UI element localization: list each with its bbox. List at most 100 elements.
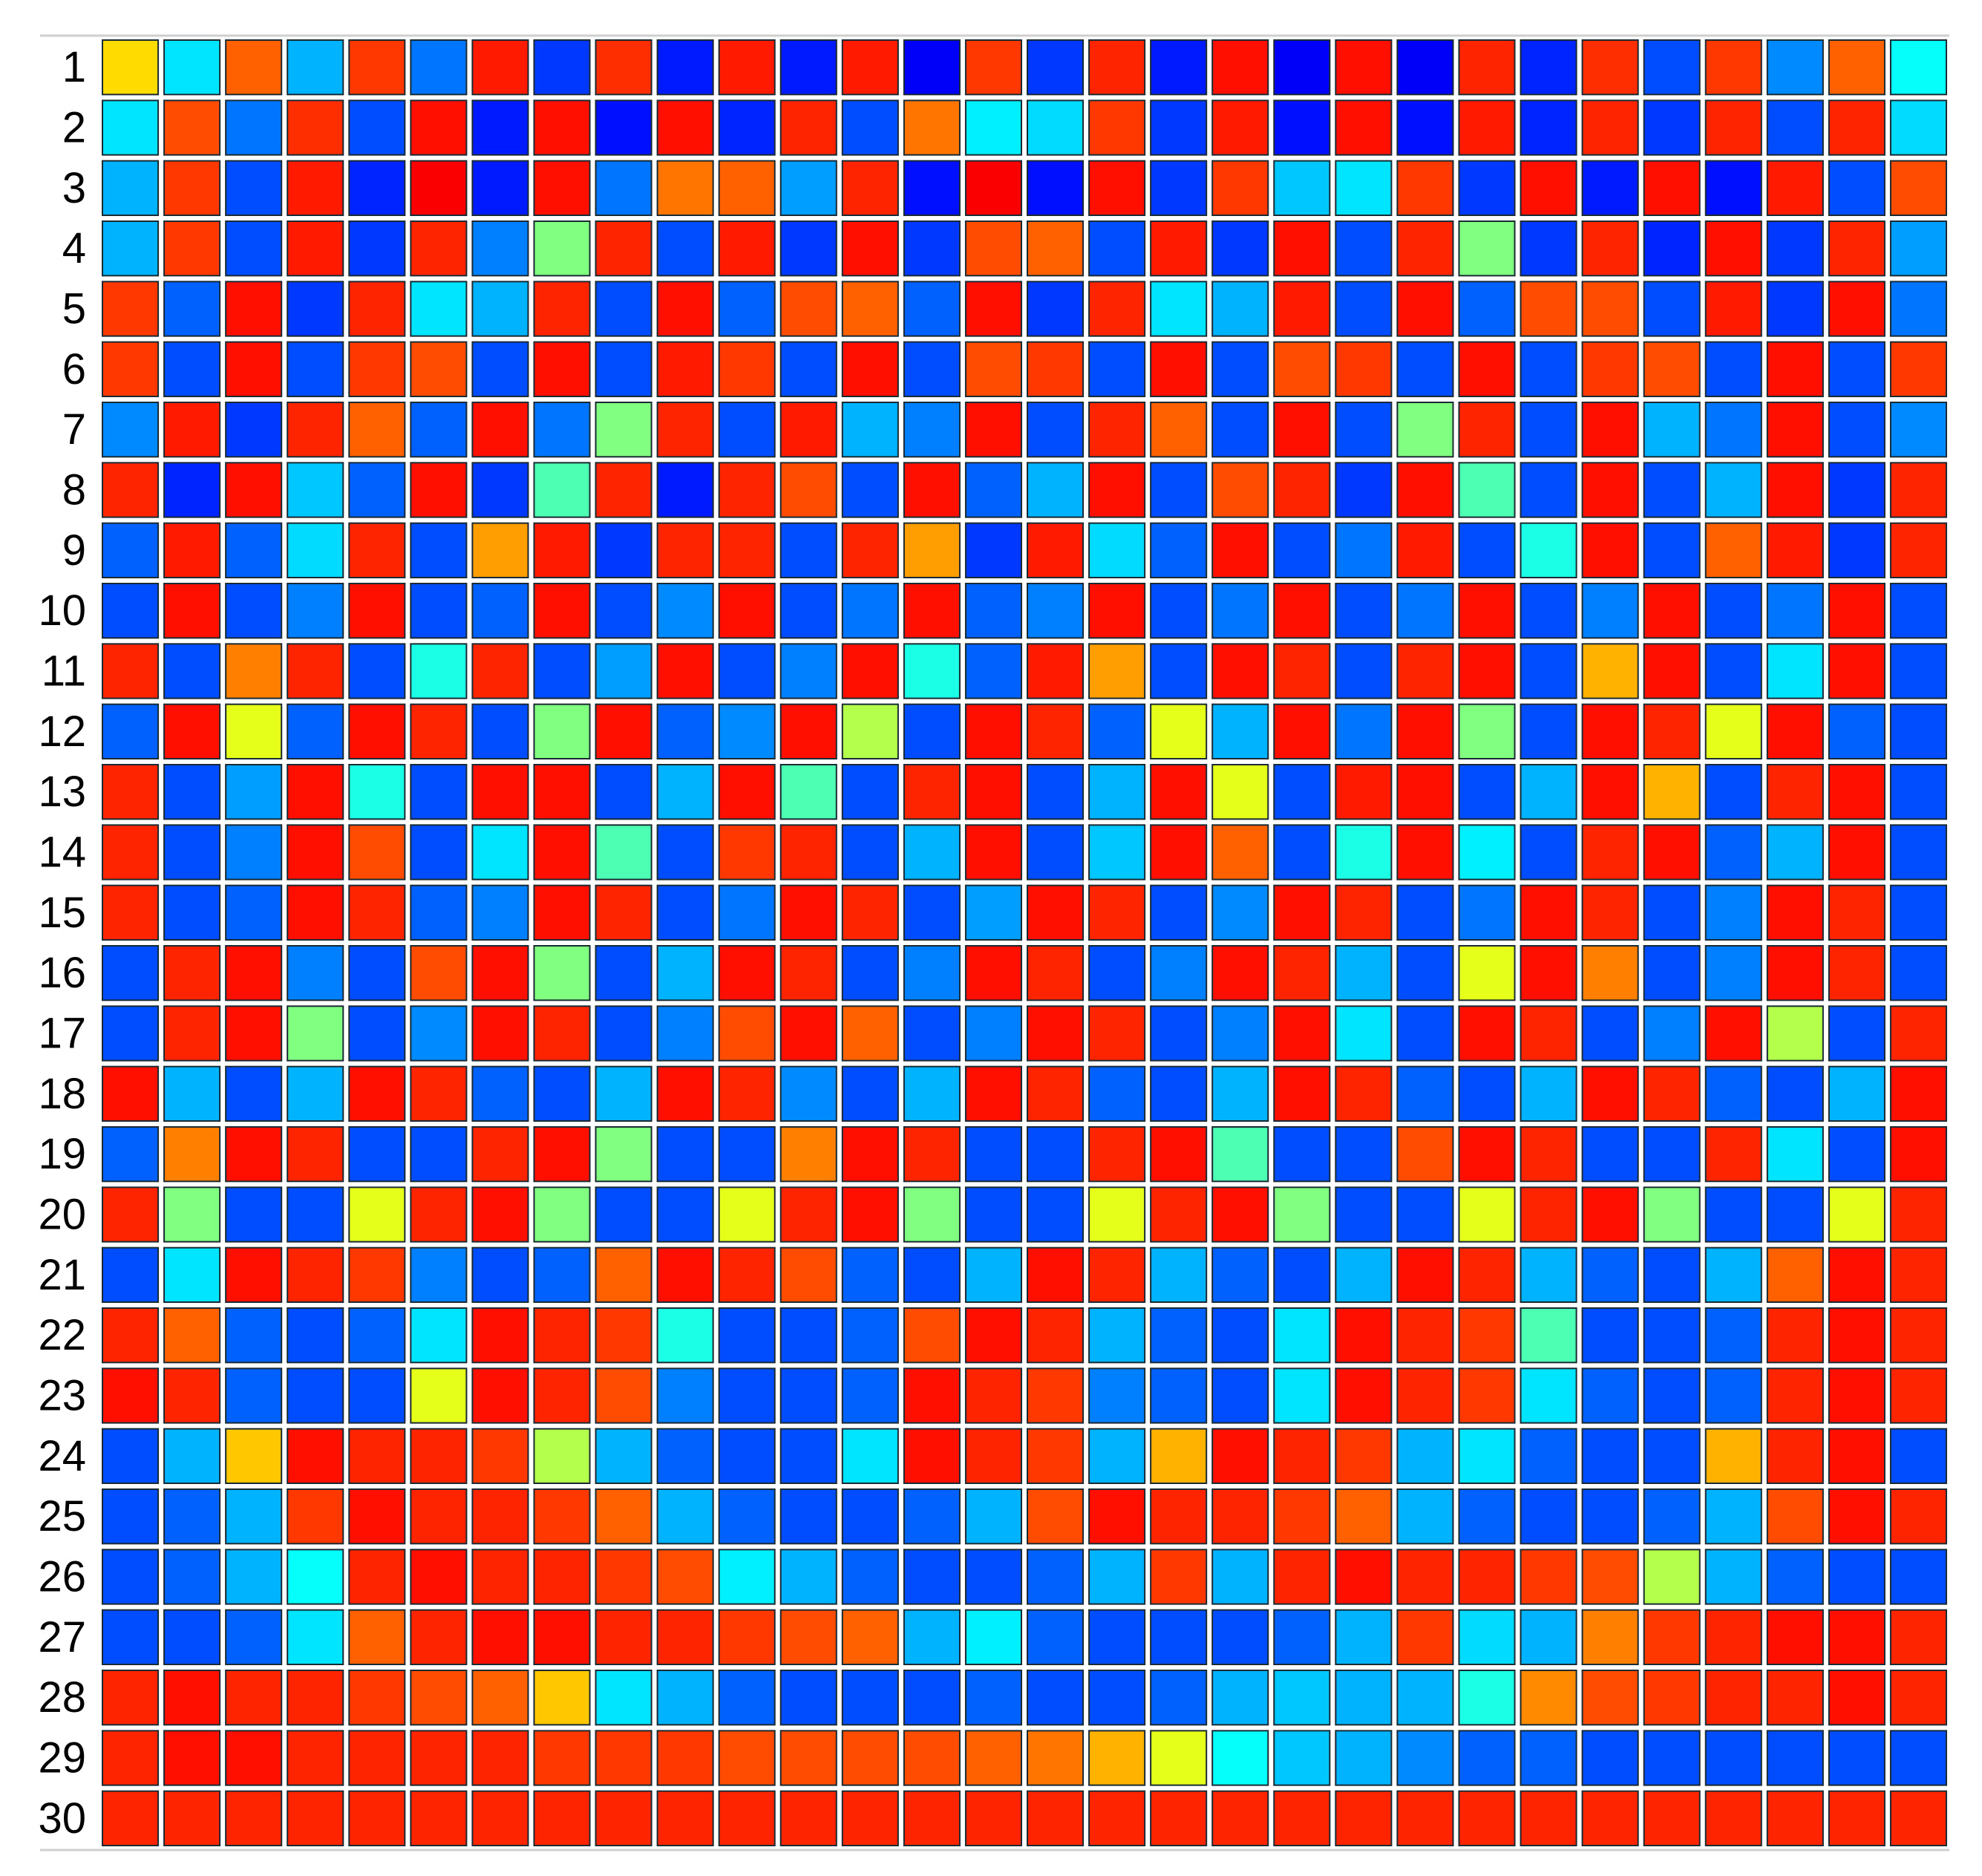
heatmap-cell [841, 764, 899, 820]
row-label-14: 14 [38, 828, 86, 877]
heatmap-cell [1027, 1005, 1085, 1062]
heatmap-cell [102, 220, 160, 277]
heatmap-cell [1396, 220, 1454, 277]
heatmap-cell [1581, 1126, 1639, 1183]
heatmap-cell [163, 1246, 221, 1304]
heatmap-cell [1211, 1428, 1269, 1485]
heatmap-cell [163, 160, 221, 216]
heatmap-cell [1766, 1307, 1824, 1364]
heatmap-cell [1704, 1186, 1762, 1243]
heatmap-cell [102, 341, 160, 398]
heatmap-cell [1704, 1246, 1762, 1304]
heatmap-cell [779, 1428, 837, 1485]
heatmap-cell [163, 402, 221, 458]
heatmap-cell [1704, 462, 1762, 518]
row-labels: 1234567891011121314151617181920212223242… [38, 43, 86, 1843]
heatmap-cell [1088, 1428, 1146, 1485]
heatmap-cell [1027, 341, 1085, 398]
heatmap-cell [1520, 1790, 1577, 1846]
heatmap-cell [1828, 1549, 1885, 1605]
heatmap-cell [287, 220, 344, 277]
heatmap-cell [1828, 1488, 1885, 1545]
heatmap-cell [1335, 1609, 1393, 1665]
heatmap-cell [1027, 402, 1085, 458]
heatmap-cell [964, 583, 1023, 639]
heatmap-cell [1828, 884, 1885, 941]
heatmap-cell [1088, 402, 1146, 458]
heatmap-cell [1027, 1609, 1085, 1665]
heatmap-cell [1150, 1367, 1208, 1424]
heatmap-cell [1581, 1186, 1639, 1243]
heatmap-cell [1211, 522, 1269, 578]
heatmap-cell [1828, 703, 1885, 759]
heatmap-cell [533, 1609, 591, 1665]
heatmap-cell [1150, 1005, 1208, 1062]
heatmap-cell [1273, 341, 1331, 398]
heatmap-cell [656, 1730, 714, 1786]
heatmap-cell [595, 1488, 653, 1545]
heatmap-cell [410, 884, 468, 941]
heatmap-cell [964, 824, 1023, 880]
heatmap-cell [163, 1126, 221, 1183]
heatmap-cell [1335, 99, 1393, 156]
heatmap-cell [841, 1367, 899, 1424]
heatmap-cell [471, 220, 529, 277]
heatmap-cell [471, 1126, 529, 1183]
heatmap-cell [1766, 522, 1824, 578]
heatmap-cell [287, 1790, 344, 1846]
heatmap-cell [225, 1549, 283, 1605]
heatmap-cell [903, 1609, 961, 1665]
heatmap-cell [1335, 1790, 1393, 1846]
heatmap-cell [1211, 341, 1269, 398]
heatmap-cell [1704, 281, 1762, 337]
heatmap-cell [1396, 39, 1454, 96]
heatmap-cell [1335, 1126, 1393, 1183]
heatmap-cell [1643, 1005, 1701, 1062]
heatmap-cell [1889, 824, 1947, 880]
heatmap-cell [1643, 643, 1701, 699]
heatmap-cell [348, 1307, 406, 1364]
heatmap-cell [1273, 1367, 1331, 1424]
heatmap-cell [471, 1186, 529, 1243]
heatmap-cell [779, 1790, 837, 1846]
heatmap-cell [1027, 220, 1085, 277]
heatmap-cell [656, 39, 714, 96]
heatmap-cell [287, 945, 344, 1001]
heatmap-cell [1889, 1609, 1947, 1665]
heatmap-cell [163, 1670, 221, 1726]
heatmap-cell [1581, 1609, 1639, 1665]
heatmap-cell [102, 703, 160, 759]
heatmap-cell [1581, 522, 1639, 578]
heatmap-cell [656, 1307, 714, 1364]
heatmap-cell [1335, 1065, 1393, 1122]
heatmap-cell [1766, 281, 1824, 337]
heatmap-cell [163, 39, 221, 96]
heatmap-cell [1396, 402, 1454, 458]
heatmap-cell [1088, 1065, 1146, 1122]
heatmap-cell [287, 281, 344, 337]
heatmap-cell [533, 1307, 591, 1364]
heatmap-cell [287, 1186, 344, 1243]
heatmap-cell [471, 341, 529, 398]
heatmap-cell [964, 220, 1023, 277]
heatmap-cell [1211, 99, 1269, 156]
heatmap-cell [1027, 945, 1085, 1001]
heatmap-cell [1520, 39, 1577, 96]
heatmap-cell [410, 1246, 468, 1304]
heatmap-cell [1335, 884, 1393, 941]
heatmap-cell [348, 583, 406, 639]
heatmap-cell [1643, 1428, 1701, 1485]
heatmap-cell [1211, 402, 1269, 458]
heatmap-cell [163, 1488, 221, 1545]
heatmap-cell [348, 884, 406, 941]
heatmap-cell [779, 884, 837, 941]
heatmap-cell [1211, 1549, 1269, 1605]
heatmap-cell [287, 764, 344, 820]
heatmap-cell [1027, 583, 1085, 639]
heatmap-cell [348, 1730, 406, 1786]
heatmap-cell [1889, 583, 1947, 639]
heatmap-cell [1828, 1367, 1885, 1424]
heatmap-cell [1581, 220, 1639, 277]
heatmap-cell [471, 39, 529, 96]
heatmap-cell [533, 220, 591, 277]
